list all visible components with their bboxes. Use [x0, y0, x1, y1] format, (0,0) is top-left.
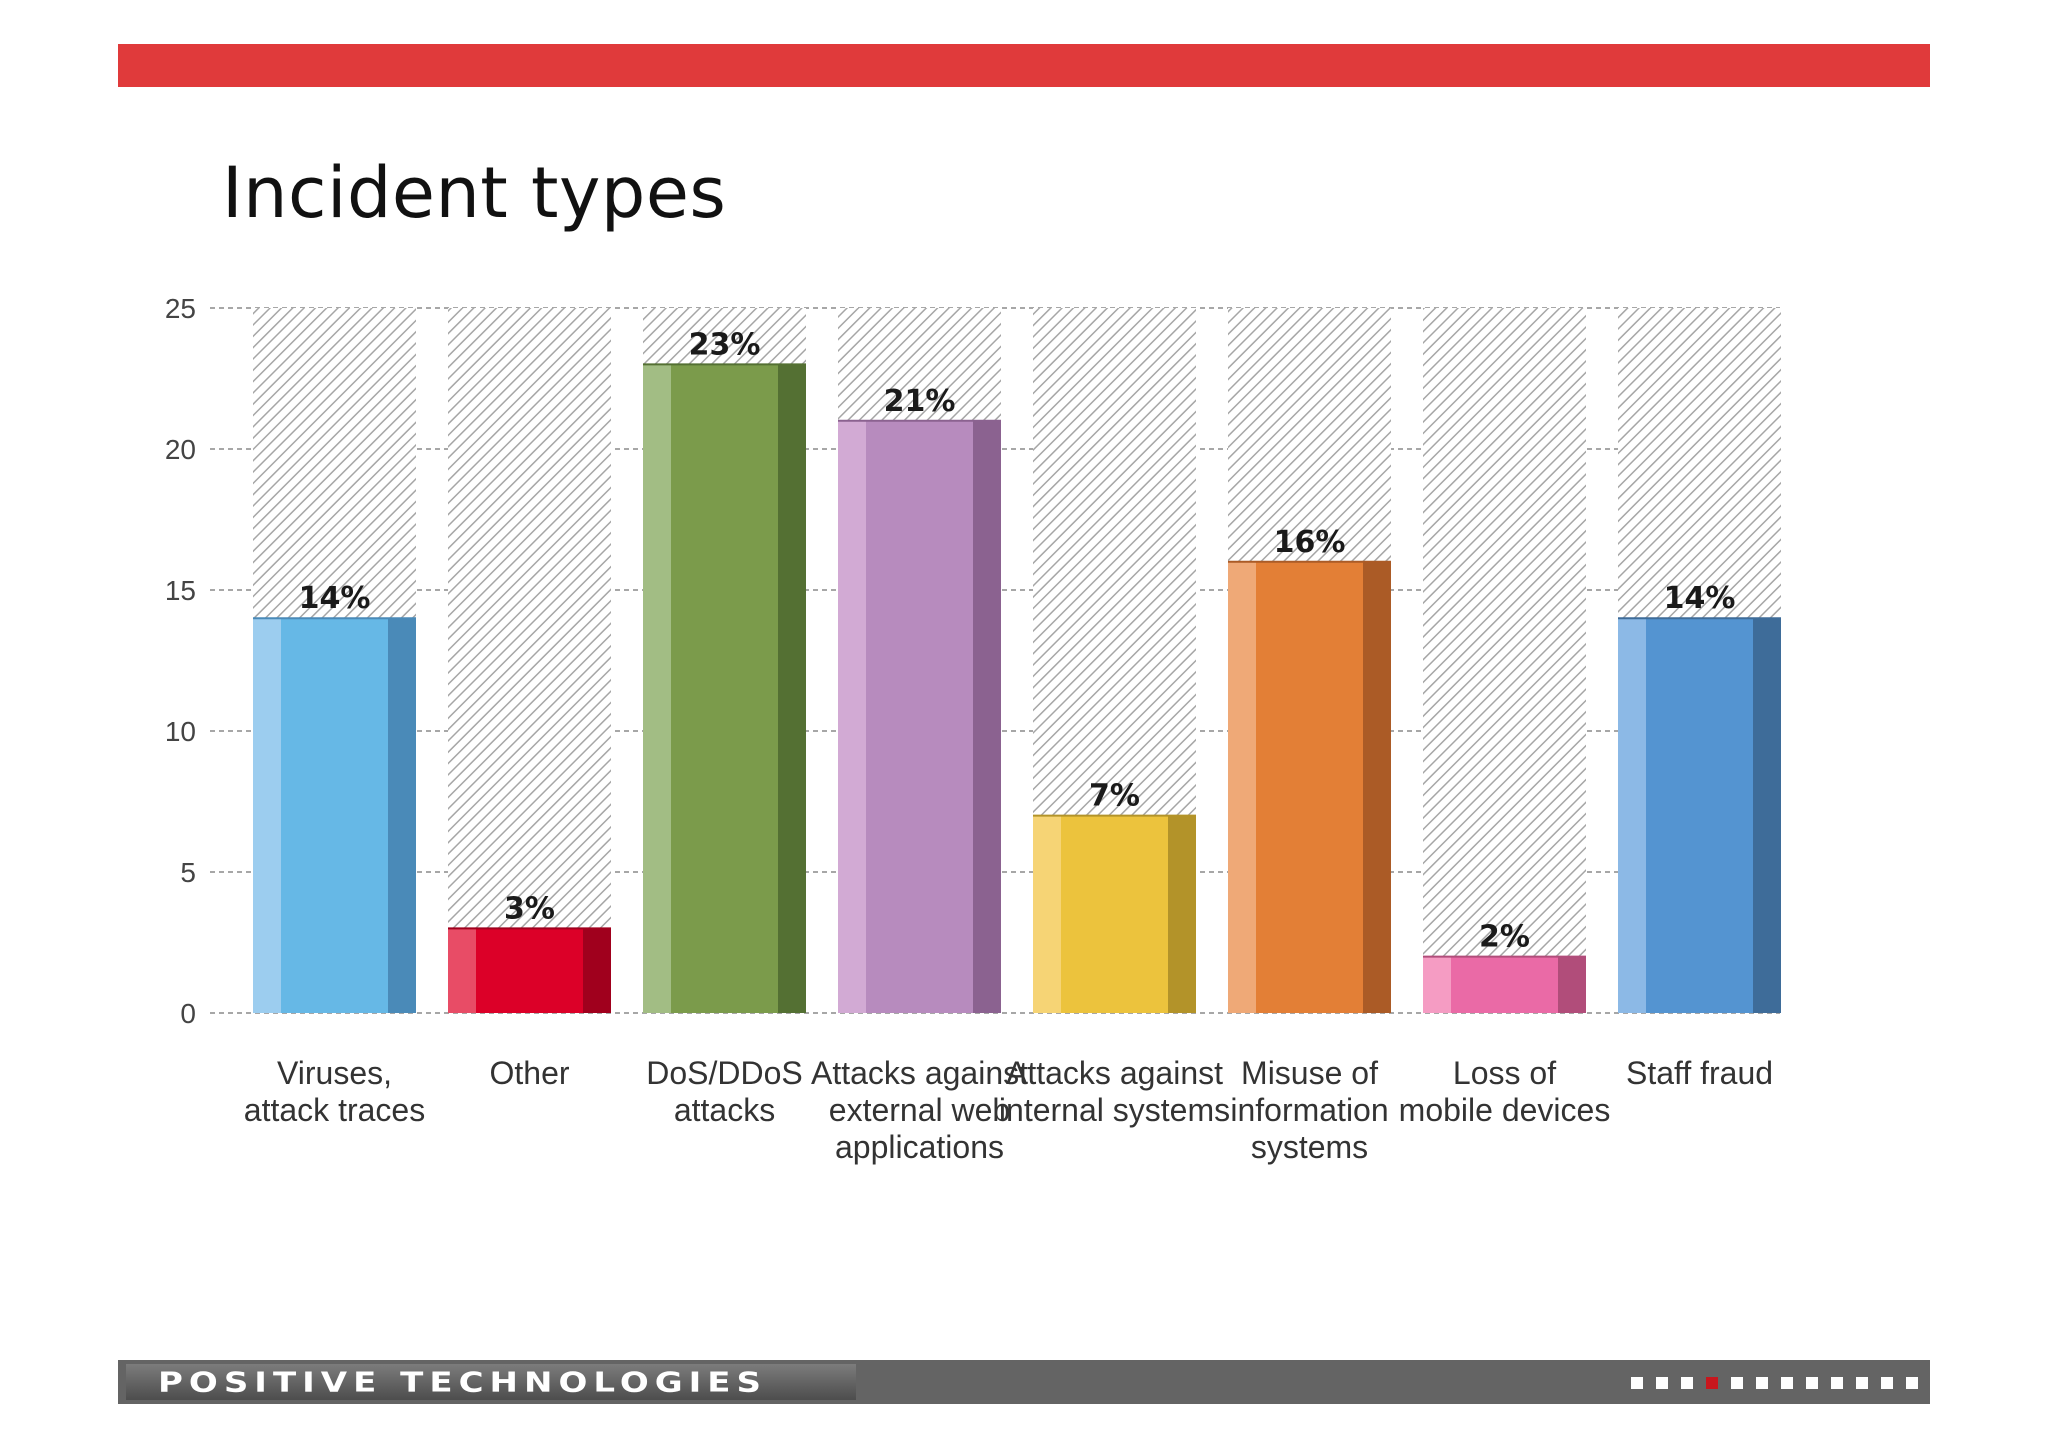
- y-tick-label: 10: [165, 716, 196, 747]
- category-label: Loss of mobile devices: [1399, 1055, 1611, 1128]
- category-label-line: information: [1230, 1092, 1388, 1128]
- slide-title: Incident types: [222, 152, 727, 234]
- bar-highlight: [1033, 815, 1061, 1013]
- y-tick-label: 0: [180, 998, 196, 1029]
- brand-logo-text: POSITIVE TECHNOLOGIES: [158, 1366, 767, 1399]
- page-dot-active: [1706, 1377, 1718, 1389]
- top-band: [118, 44, 1930, 87]
- value-label: 23%: [689, 327, 761, 362]
- page-dot: [1806, 1377, 1818, 1389]
- category-label-line: Loss of: [1453, 1055, 1556, 1091]
- page-dot: [1631, 1377, 1643, 1389]
- y-tick-label: 25: [165, 293, 196, 324]
- page-dot: [1731, 1377, 1743, 1389]
- bar-highlight: [253, 618, 281, 1013]
- page-dot: [1856, 1377, 1868, 1389]
- y-tick-label: 15: [165, 575, 196, 606]
- bar-shadow: [1363, 561, 1391, 1013]
- value-label: 2%: [1479, 920, 1530, 955]
- category-label-line: Attacks against: [1006, 1055, 1223, 1091]
- value-label: 14%: [299, 581, 371, 616]
- category-label-line: applications: [835, 1129, 1004, 1165]
- category-label: Other: [489, 1055, 569, 1091]
- y-tick-label: 5: [180, 857, 196, 888]
- category-label-line: Viruses,: [277, 1055, 392, 1091]
- bar-highlight: [1228, 561, 1256, 1013]
- footer-bar: POSITIVE TECHNOLOGIES: [118, 1360, 1930, 1404]
- bar-shadow: [973, 420, 1001, 1013]
- category-label-line: Attacks against: [811, 1055, 1028, 1091]
- category-label: Attacks against external web applications: [811, 1055, 1028, 1165]
- category-label-line: DoS/DDoS: [646, 1055, 803, 1091]
- page-dot: [1831, 1377, 1843, 1389]
- category-label-line: systems: [1251, 1129, 1368, 1165]
- bar-shadow: [388, 618, 416, 1013]
- category-label-line: mobile devices: [1399, 1092, 1611, 1128]
- page-indicator: [1631, 1377, 1918, 1389]
- bar-background: [448, 308, 611, 1013]
- value-label: 7%: [1089, 779, 1140, 814]
- bar-shadow: [1168, 815, 1196, 1013]
- bar-highlight: [448, 928, 476, 1013]
- bar-highlight: [838, 420, 866, 1013]
- page-dot: [1756, 1377, 1768, 1389]
- bar-highlight: [1618, 618, 1646, 1013]
- value-label: 3%: [504, 891, 555, 926]
- category-label: DoS/DDoS attacks: [646, 1055, 803, 1128]
- bar-highlight: [643, 364, 671, 1013]
- value-label: 21%: [884, 384, 956, 419]
- value-label: 14%: [1664, 581, 1736, 616]
- category-label-line: Other: [489, 1055, 569, 1091]
- category-label: Attacks against internal systems: [999, 1055, 1230, 1128]
- page-dot: [1656, 1377, 1668, 1389]
- brand-logo: POSITIVE TECHNOLOGIES: [126, 1364, 856, 1400]
- category-label-line: internal systems: [999, 1092, 1230, 1128]
- category-label-line: Staff fraud: [1626, 1055, 1773, 1091]
- bar-background: [1423, 308, 1586, 1013]
- page-dot: [1781, 1377, 1793, 1389]
- bar-shadow: [778, 364, 806, 1013]
- bar-shadow: [583, 928, 611, 1013]
- category-label-line: attack traces: [244, 1092, 425, 1128]
- bar-highlight: [1423, 956, 1451, 1013]
- category-label-line: attacks: [674, 1092, 775, 1128]
- page-dot: [1881, 1377, 1893, 1389]
- value-label: 16%: [1274, 525, 1346, 560]
- page-dot: [1906, 1377, 1918, 1389]
- category-label-line: Misuse of: [1241, 1055, 1378, 1091]
- category-label: Viruses, attack traces: [244, 1055, 425, 1128]
- category-label-line: external web: [829, 1092, 1010, 1128]
- bar-shadow: [1753, 618, 1781, 1013]
- page-dot: [1681, 1377, 1693, 1389]
- y-tick-label: 20: [165, 434, 196, 465]
- category-label: Staff fraud: [1626, 1055, 1773, 1091]
- bar-shadow: [1558, 956, 1586, 1013]
- category-label: Misuse of information systems: [1230, 1055, 1388, 1165]
